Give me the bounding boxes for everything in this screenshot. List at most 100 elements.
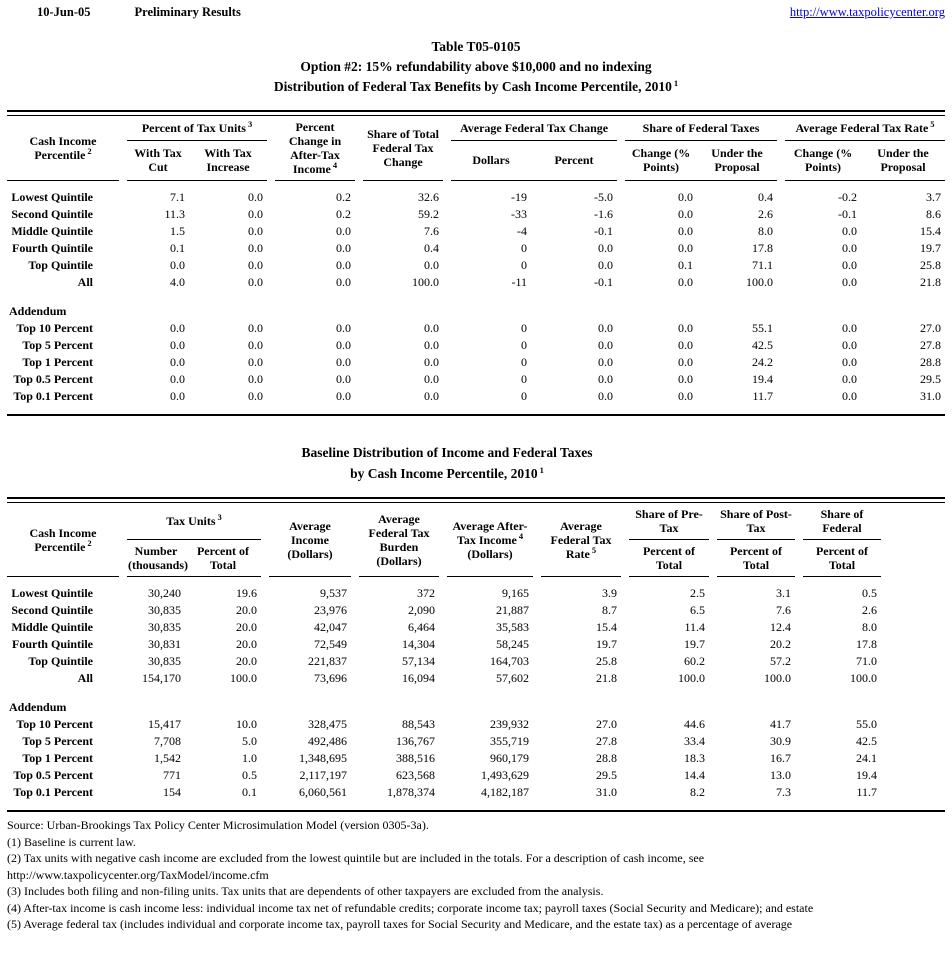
column-gap bbox=[795, 784, 803, 801]
cell: 10.0 bbox=[236, 717, 257, 731]
column-gap bbox=[709, 767, 717, 784]
cell: 0.2 bbox=[336, 190, 352, 204]
cell: 4,182,187 bbox=[481, 785, 529, 799]
column-gap bbox=[355, 116, 363, 181]
column-gap bbox=[267, 223, 275, 240]
cell: 73,696 bbox=[314, 671, 347, 685]
cell: 0.0 bbox=[248, 190, 264, 204]
cell: 1.5 bbox=[170, 224, 185, 238]
cell: 15.4 bbox=[596, 620, 617, 634]
table1-body: Lowest Quintile 7.1 0.0 0.2 32.6 -19 -5.0 0.0 0.… bbox=[7, 181, 945, 406]
row-label: Top 5 Percent bbox=[22, 734, 93, 748]
cell: -0.1 bbox=[594, 275, 614, 289]
cell: 100.0 bbox=[678, 671, 705, 685]
cell: 0.0 bbox=[598, 338, 614, 352]
column-gap bbox=[439, 503, 447, 577]
cell: 0.0 bbox=[248, 355, 264, 369]
table1-title: Table T05-0105 Option #2: 15% refundabil… bbox=[7, 37, 945, 97]
table-row: Second Quintile 11.3 0.0 0.2 59.2 -33 -1.6 0.0 2… bbox=[7, 206, 945, 223]
column-gap bbox=[261, 602, 269, 619]
cell: 0.0 bbox=[424, 372, 440, 386]
column-gap bbox=[439, 750, 447, 767]
addendum-label: Addendum bbox=[9, 304, 67, 318]
table-row: Top 0.1 Percent 0.0 0.0 0.0 0.0 0 0.0 0.0 11.7 0.… bbox=[7, 388, 945, 405]
column-gap bbox=[795, 670, 803, 687]
column-gap bbox=[439, 716, 447, 733]
row-label: Lowest Quintile bbox=[11, 190, 93, 204]
cell: 0.0 bbox=[678, 207, 694, 221]
cell: 19.4 bbox=[752, 372, 774, 386]
cell: 328,475 bbox=[308, 717, 347, 731]
column-gap bbox=[439, 767, 447, 784]
baseline-table: Cash Income Percentile 2 Tax Units 3 Avera… bbox=[7, 503, 881, 801]
cell: 0.0 bbox=[598, 355, 614, 369]
cell: 4.0 bbox=[170, 275, 185, 289]
column-gap bbox=[617, 240, 625, 257]
header-group-row: Cash Income Percentile 2 Tax Units 3 Avera… bbox=[7, 503, 881, 577]
column-gap bbox=[267, 206, 275, 223]
column-gap bbox=[439, 784, 447, 801]
column-gap bbox=[119, 371, 127, 388]
column-gap bbox=[621, 619, 629, 636]
cell: 0.0 bbox=[678, 389, 694, 403]
cell: 1,348,695 bbox=[299, 751, 347, 765]
cell: 0.0 bbox=[170, 372, 185, 386]
cell: -33 bbox=[511, 207, 528, 221]
cell: 23,976 bbox=[314, 603, 347, 617]
column-gap bbox=[119, 257, 127, 274]
cell: 19.7 bbox=[920, 241, 942, 255]
column-gap bbox=[621, 602, 629, 619]
cell: 0.0 bbox=[678, 372, 694, 386]
column-gap bbox=[119, 354, 127, 371]
cell: 24.2 bbox=[752, 355, 774, 369]
benefits-table: Cash Income Percentile 2 Percent of Tax U… bbox=[7, 116, 946, 406]
cell: 7.3 bbox=[776, 785, 791, 799]
cell: 30.9 bbox=[770, 734, 791, 748]
cell: 0.0 bbox=[424, 258, 440, 272]
cell: 0.0 bbox=[678, 275, 694, 289]
column-gap bbox=[709, 750, 717, 767]
cell: 100.0 bbox=[850, 671, 877, 685]
column-gap bbox=[267, 337, 275, 354]
cell: 0.0 bbox=[424, 338, 440, 352]
column-gap bbox=[795, 767, 803, 784]
cell: 0.0 bbox=[678, 355, 694, 369]
cell: 0.0 bbox=[842, 372, 858, 386]
column-gap bbox=[119, 602, 127, 619]
column-gap bbox=[355, 337, 363, 354]
cell: 33.4 bbox=[684, 734, 705, 748]
cell: 0.0 bbox=[170, 338, 185, 352]
column-gap bbox=[617, 206, 625, 223]
column-gap bbox=[355, 181, 363, 207]
cell: 42.5 bbox=[752, 338, 774, 352]
cell: 13.0 bbox=[770, 768, 791, 782]
column-gap bbox=[351, 750, 359, 767]
column-gap bbox=[795, 733, 803, 750]
table-row: Lowest Quintile 7.1 0.0 0.2 32.6 -19 -5.0 0.0 0.… bbox=[7, 181, 945, 207]
col-group-share-pre-tax: Share of Pre-Tax bbox=[629, 503, 709, 540]
cell: 6,060,561 bbox=[299, 785, 347, 799]
cell: 2,117,197 bbox=[299, 768, 347, 782]
row-label: Top 0.5 Percent bbox=[13, 768, 93, 782]
footnote-ref-1: 1 bbox=[539, 464, 544, 475]
cell: 20.0 bbox=[236, 620, 257, 634]
cell: 1,878,374 bbox=[387, 785, 435, 799]
cell: 388,516 bbox=[396, 751, 435, 765]
footnote-ref-1: 1 bbox=[673, 77, 679, 88]
table-row: Top 5 Percent 7,708 5.0 492,486 136,767 355,7… bbox=[7, 733, 881, 750]
col-header-percent: Percent bbox=[531, 140, 618, 182]
cell: 0 bbox=[521, 389, 528, 403]
table-row: All 154,170 100.0 73,696 16,094 57,602 21.8 100… bbox=[7, 670, 881, 687]
column-gap bbox=[355, 206, 363, 223]
cell: 19.7 bbox=[684, 637, 705, 651]
row-label: Middle Quintile bbox=[11, 620, 93, 634]
taxpolicycenter-link[interactable]: http://www.taxpolicycenter.org bbox=[789, 5, 945, 19]
cell: 0.0 bbox=[598, 389, 614, 403]
column-gap bbox=[621, 636, 629, 653]
column-gap bbox=[119, 733, 127, 750]
col-header-average-federal-tax-rate: Average Federal Tax Rate 5 bbox=[541, 503, 621, 577]
cell: 25.8 bbox=[596, 654, 617, 668]
cell: 31.0 bbox=[920, 389, 942, 403]
cell: 0.1 bbox=[170, 241, 185, 255]
source-note: Source: Urban-Brookings Tax Policy Cente… bbox=[7, 818, 429, 832]
